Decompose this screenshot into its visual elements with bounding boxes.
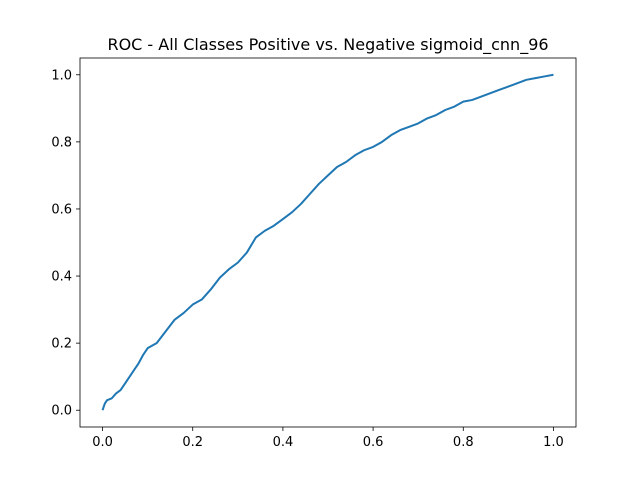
- y-tick-label: 0.4: [51, 270, 72, 285]
- x-tick-label: 0.8: [453, 435, 474, 450]
- roc-curve-line-0: [101, 73, 554, 411]
- y-tick-label: 1.0: [51, 68, 72, 83]
- x-tick-label: 0.4: [273, 435, 294, 450]
- y-tick-label: 0.0: [51, 404, 72, 419]
- y-tick-label: 0.6: [51, 202, 72, 217]
- y-tick-label: 0.8: [51, 135, 72, 150]
- axis-ticks: 0.0 0.2 0.4 0.6 0.8 1.0 0.0 0.2 0.4 0.6 0.8 1.0: [51, 68, 563, 450]
- x-tick-label: 0.6: [363, 435, 384, 450]
- plot-area: [101, 73, 554, 411]
- chart-title: ROC - All Classes Positive vs. Negative …: [107, 35, 548, 55]
- axes-frame: [79, 57, 577, 428]
- x-tick-label: 1.0: [543, 435, 564, 450]
- x-tick-label: 0.2: [182, 435, 203, 450]
- x-tick-label: 0.0: [92, 435, 113, 450]
- y-tick-label: 0.2: [51, 337, 72, 352]
